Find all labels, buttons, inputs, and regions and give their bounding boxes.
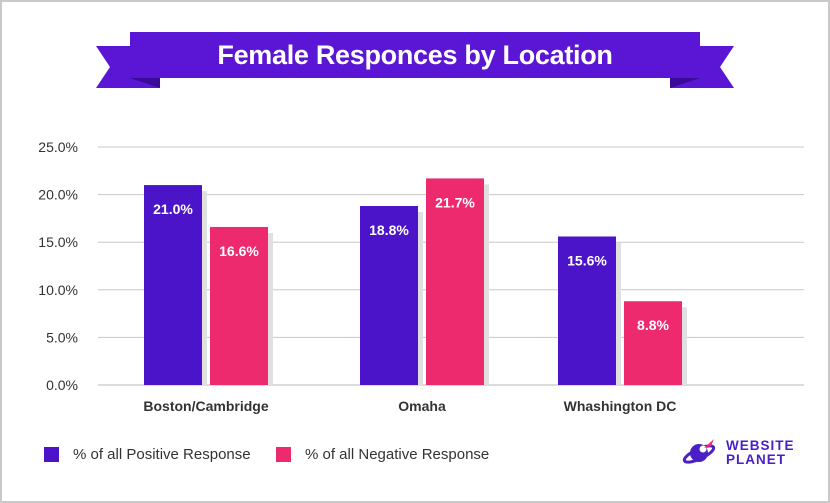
bar-data-label: 21.0% (153, 201, 193, 217)
title-banner (96, 32, 734, 88)
bar-data-label: 15.6% (567, 252, 607, 268)
x-tick-label: Whashington DC (564, 398, 677, 414)
bar-positive (558, 236, 616, 385)
banner-right-fold (670, 78, 700, 88)
x-tick-label: Omaha (398, 398, 446, 414)
logo-line1: WEBSITE (726, 438, 795, 453)
website-planet-logo: WEBSITE PLANET (682, 437, 795, 469)
y-tick-label: 15.0% (38, 234, 78, 250)
logo-line2: PLANET (726, 452, 786, 467)
bar-data-label: 18.8% (369, 222, 409, 238)
legend-swatch-positive (44, 446, 59, 462)
bar-positive (360, 206, 418, 385)
legend-label-positive: % of all Positive Response (73, 445, 251, 463)
chart-title: Female Responces by Location (217, 39, 613, 70)
y-tick-label: 10.0% (38, 282, 78, 298)
banner-left-fold (130, 78, 160, 88)
legend-swatch-negative (276, 446, 291, 462)
bar-data-label: 21.7% (435, 194, 475, 210)
y-tick-label: 25.0% (38, 139, 78, 155)
x-tick-label: Boston/Cambridge (143, 398, 268, 414)
bar-negative (624, 301, 682, 385)
planet-rocket-icon (682, 439, 716, 464)
banner-band (130, 32, 700, 78)
bar-negative (210, 226, 268, 385)
y-tick-label: 20.0% (38, 187, 78, 203)
legend-item-negative: % of all Negative Response (276, 444, 489, 464)
bar-data-label: 8.8% (637, 317, 669, 333)
y-tick-label: 5.0% (46, 329, 78, 345)
banner-left-tail (96, 46, 160, 88)
bar-chart: 0.0% 5.0% 10.0% 15.0% 20.0% 25.0% 21.0% 16.6% Bo… (38, 139, 804, 414)
banner-right-tail (670, 46, 734, 88)
y-tick-label: 0.0% (46, 377, 78, 393)
legend-label-negative: % of all Negative Response (305, 445, 490, 463)
bar-data-label: 16.6% (219, 243, 259, 259)
legend-item-positive: % of all Positive Response (44, 444, 251, 464)
bar-positive (144, 185, 202, 385)
bar-negative (426, 178, 484, 385)
